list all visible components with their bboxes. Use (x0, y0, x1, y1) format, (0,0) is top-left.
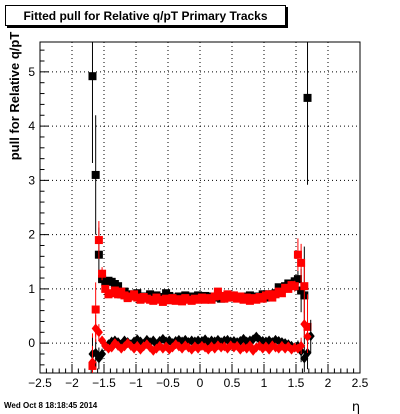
plot-frame (39, 41, 361, 374)
y-tick-label: 0 (28, 336, 35, 350)
series-4 (88, 310, 312, 373)
data-point (91, 305, 100, 314)
x-tick-label: 2.5 (352, 376, 369, 390)
data-point (114, 282, 123, 291)
x-tick-label: 0 (197, 376, 204, 390)
x-tick-label: −2 (65, 376, 79, 390)
data-point (88, 72, 97, 81)
data-point (91, 170, 100, 179)
x-tick-label: −0.5 (156, 376, 180, 390)
data-point (98, 349, 107, 360)
x-tick-label: −1.5 (92, 376, 116, 390)
data-point (300, 282, 309, 291)
data-markers (88, 42, 315, 373)
data-point (101, 284, 110, 293)
data-point (290, 282, 299, 291)
data-point (293, 250, 302, 259)
data-point (213, 287, 222, 296)
x-axis-label: η (352, 400, 360, 414)
y-tick-label: 5 (28, 65, 35, 79)
y-axis-label: pull for Relative q/pT (7, 32, 22, 161)
data-point (88, 357, 97, 368)
data-point (297, 258, 306, 267)
data-point (210, 292, 219, 301)
x-tick-label: 2 (325, 376, 332, 390)
data-point (277, 289, 286, 298)
grid-lines (40, 42, 360, 373)
data-point (94, 236, 103, 245)
data-point (300, 319, 309, 330)
y-tick-label: 3 (28, 173, 35, 187)
data-point (303, 93, 312, 102)
tick-labels: −2.5 −2 −1.5 −1 −0.5 0 0.5 1 1.5 2 2.5 0 1 2 3 4 5 (28, 65, 369, 390)
title-box: Fitted pull for Relative q/pT Primary Tr… (5, 5, 286, 26)
x-tick-label: 1.5 (288, 376, 305, 390)
x-tick-label: 1 (261, 376, 268, 390)
chart-title: Fitted pull for Relative q/pT Primary Tr… (23, 9, 268, 23)
x-tick-label: −1 (129, 376, 143, 390)
data-point (297, 286, 306, 295)
data-point (303, 331, 312, 342)
series-2 (88, 221, 312, 373)
data-point (94, 327, 103, 338)
data-point (220, 294, 229, 303)
y-tick-label: 4 (28, 119, 35, 133)
y-tick-label: 2 (28, 228, 35, 242)
data-point (293, 275, 302, 284)
data-point (297, 340, 306, 351)
x-tick-label: 0.5 (224, 376, 241, 390)
axis-ticks (39, 49, 361, 373)
x-tick-label: −2.5 (28, 376, 52, 390)
timestamp-footer: Wed Oct 8 18:18:45 2014 (4, 401, 98, 410)
y-tick-label: 1 (28, 282, 35, 296)
data-point (98, 269, 107, 278)
